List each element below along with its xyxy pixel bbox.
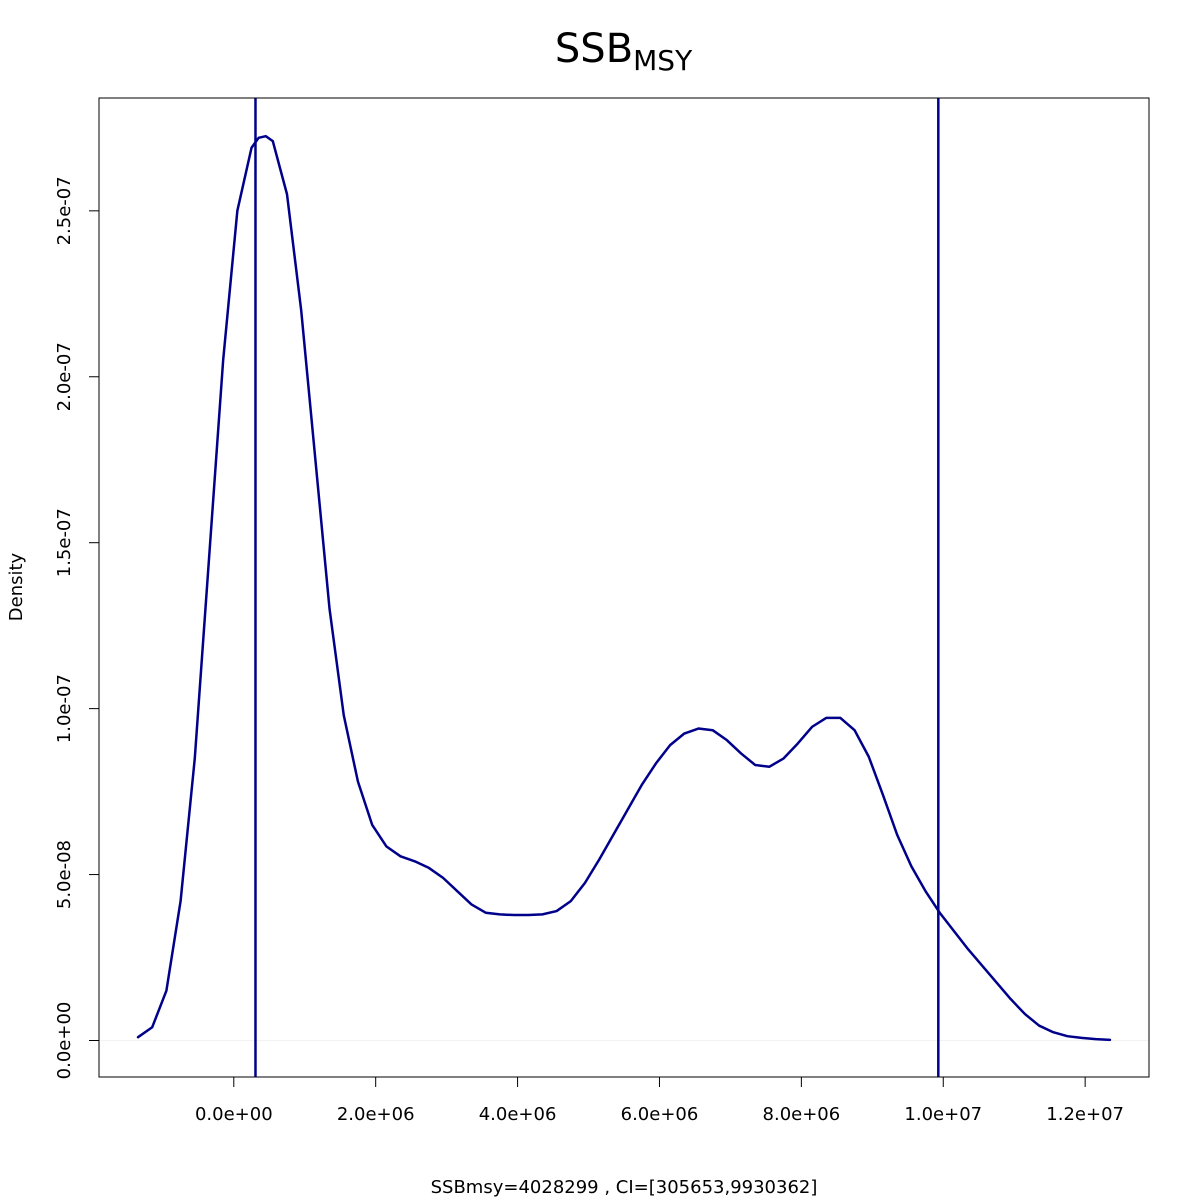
- chart-title-subscript: MSY: [633, 44, 693, 77]
- y-tick-label: 5.0e-08: [54, 840, 75, 909]
- y-axis: 0.0e+00 5.0e-08 1.0e-07 1.5e-07 2.0e-07 2.5e-…: [54, 176, 100, 1080]
- chart-title-main: SSB: [555, 26, 633, 72]
- x-tick-label: 6.0e+06: [621, 1104, 699, 1125]
- svg-text:SSBMSY: SSBMSY: [555, 26, 693, 77]
- x-tick-label: 0.0e+00: [195, 1104, 273, 1125]
- y-tick-label: 2.5e-07: [54, 176, 75, 245]
- chart-title: SSBMSY: [555, 26, 693, 77]
- density-curve: [136, 134, 1112, 1042]
- y-tick-label: 0.0e+00: [54, 1002, 75, 1080]
- x-tick-label: 8.0e+06: [763, 1104, 841, 1125]
- x-tick-label: 1.0e+07: [904, 1104, 982, 1125]
- x-tick-label: 4.0e+06: [479, 1104, 557, 1125]
- x-tick-label: 1.2e+07: [1046, 1104, 1124, 1125]
- x-tick-label: 2.0e+06: [337, 1104, 415, 1125]
- y-tick-label: 2.0e-07: [54, 342, 75, 411]
- y-tick-label: 1.5e-07: [54, 508, 75, 577]
- y-axis-title: Density: [6, 552, 27, 621]
- y-tick-label: 1.0e-07: [54, 674, 75, 743]
- plot-area: [99, 98, 1149, 1077]
- x-axis: 0.0e+00 2.0e+06 4.0e+06 6.0e+06 8.0e+06 1.0e+…: [195, 1076, 1124, 1125]
- x-axis-title: SSBmsy=4028299 , CI=[305653,9930362]: [431, 1177, 818, 1198]
